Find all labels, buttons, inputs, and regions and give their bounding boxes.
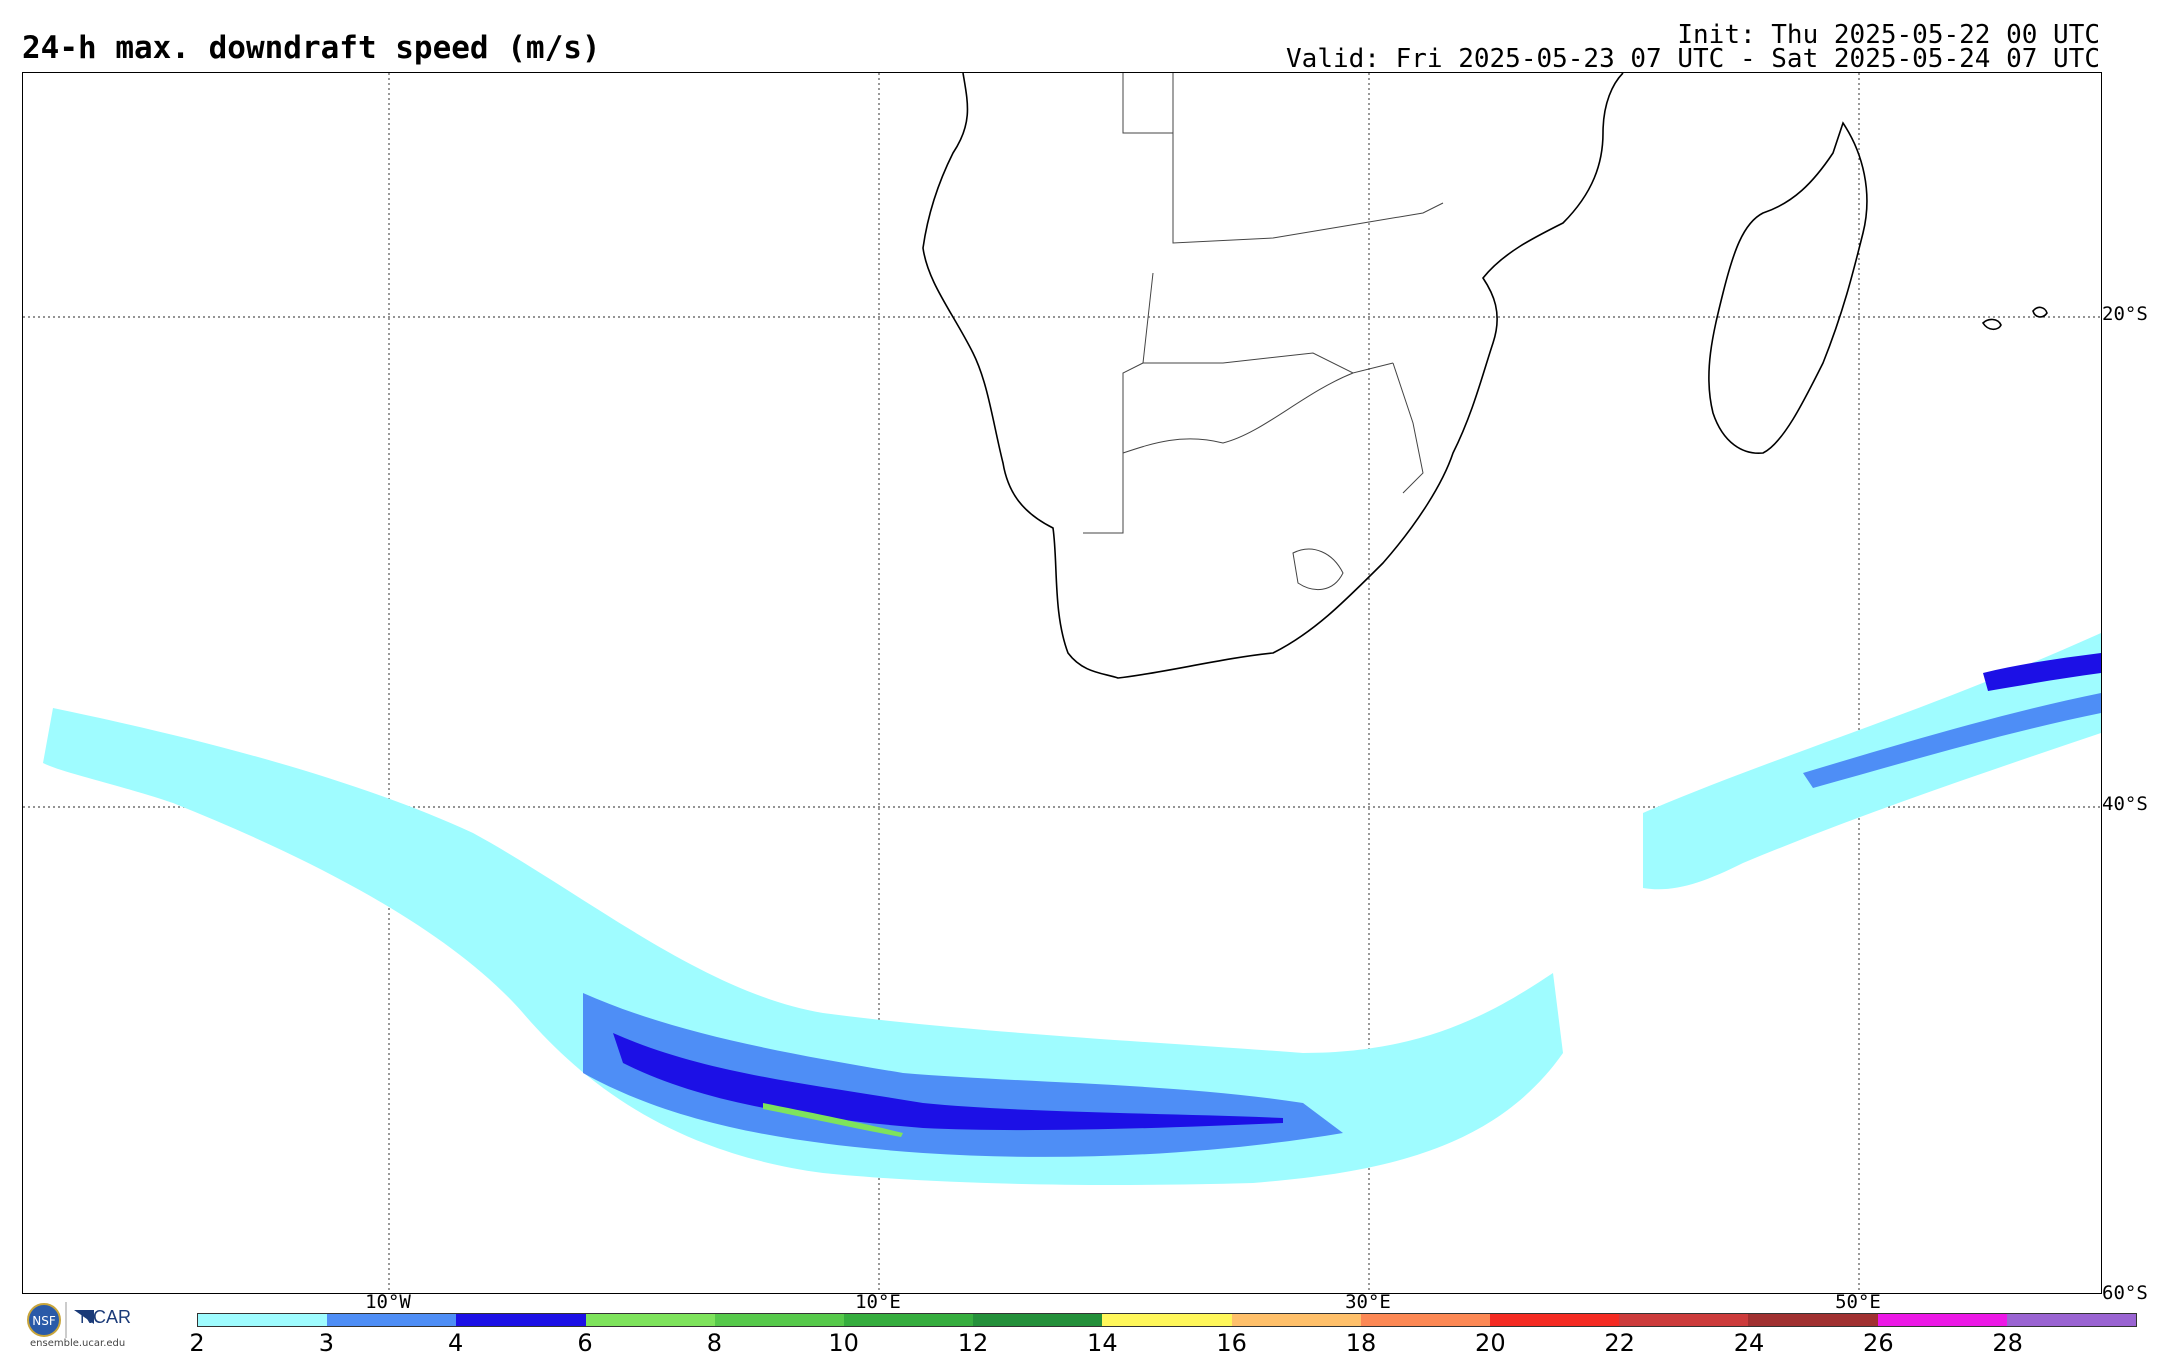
map-title: 24-h max. downdraft speed (m/s) xyxy=(22,30,601,66)
colorbar-segment xyxy=(1360,1314,1491,1326)
lat-label-60s: 60°S xyxy=(2102,1282,2148,1304)
colorbar-tick-label: 8 xyxy=(706,1329,722,1357)
lon-label-10w: 10°W xyxy=(365,1291,411,1313)
colorbar-tick-label: 4 xyxy=(448,1329,464,1357)
lon-label-30e: 30°E xyxy=(1345,1291,1391,1313)
colorbar-tick-label: 18 xyxy=(1345,1329,1377,1357)
colorbar-tick-label: 3 xyxy=(318,1329,334,1357)
lon-label-10e: 10°E xyxy=(855,1291,901,1313)
colorbar-segment xyxy=(2006,1314,2137,1326)
colorbar-segment xyxy=(1231,1314,1361,1326)
colorbar-tick-label: 10 xyxy=(828,1329,859,1357)
colorbar-segment xyxy=(1748,1314,1878,1326)
colorbar xyxy=(197,1313,2137,1327)
colorbar-segment xyxy=(198,1314,328,1326)
map-canvas xyxy=(23,73,2101,1293)
svg-text:NSF: NSF xyxy=(32,1314,56,1328)
colorbar-segment xyxy=(1490,1314,1620,1326)
map-panel[interactable] xyxy=(22,72,2102,1294)
colorbar-segment xyxy=(714,1314,845,1326)
ncar-logo-text: NCAR xyxy=(80,1307,132,1327)
lat-label-20s: 20°S xyxy=(2102,303,2148,325)
colorbar-segment xyxy=(327,1314,457,1326)
colorbar-tick-label: 24 xyxy=(1733,1329,1765,1357)
site-url[interactable]: ensemble.ucar.edu xyxy=(30,1338,126,1349)
colorbar-tick-label: 26 xyxy=(1863,1329,1894,1357)
colorbar-segment xyxy=(844,1314,974,1326)
colorbar-tick-label: 28 xyxy=(1992,1329,2023,1357)
colorbar-tick-label: 6 xyxy=(577,1329,593,1357)
colorbar-segment xyxy=(585,1314,715,1326)
lon-label-50e: 50°E xyxy=(1835,1291,1881,1313)
colorbar-segment xyxy=(1102,1314,1232,1326)
colorbar-tick-label: 16 xyxy=(1216,1329,1247,1357)
colorbar-segment xyxy=(456,1314,586,1326)
coastlines xyxy=(922,73,2048,679)
colorbar-tick-label: 14 xyxy=(1087,1329,1118,1357)
downdraft-field xyxy=(43,633,2101,1185)
colorbar-tick-label: 20 xyxy=(1475,1329,1506,1357)
colorbar-segment xyxy=(1877,1314,2007,1326)
colorbar-segment xyxy=(1619,1314,1749,1326)
init-time: Init: Thu 2025-05-22 00 UTC xyxy=(1677,20,2100,50)
colorbar-segment xyxy=(973,1314,1103,1326)
colorbar-tick-label: 12 xyxy=(957,1329,989,1357)
lat-label-40s: 40°S xyxy=(2102,793,2148,815)
nsf-logo: NSF xyxy=(27,1302,94,1338)
colorbar-tick-label: 2 xyxy=(189,1329,205,1357)
colorbar-tick-label: 22 xyxy=(1604,1329,1635,1357)
valid-time: Valid: Fri 2025-05-23 07 UTC - Sat 2025-… xyxy=(1286,44,2100,74)
